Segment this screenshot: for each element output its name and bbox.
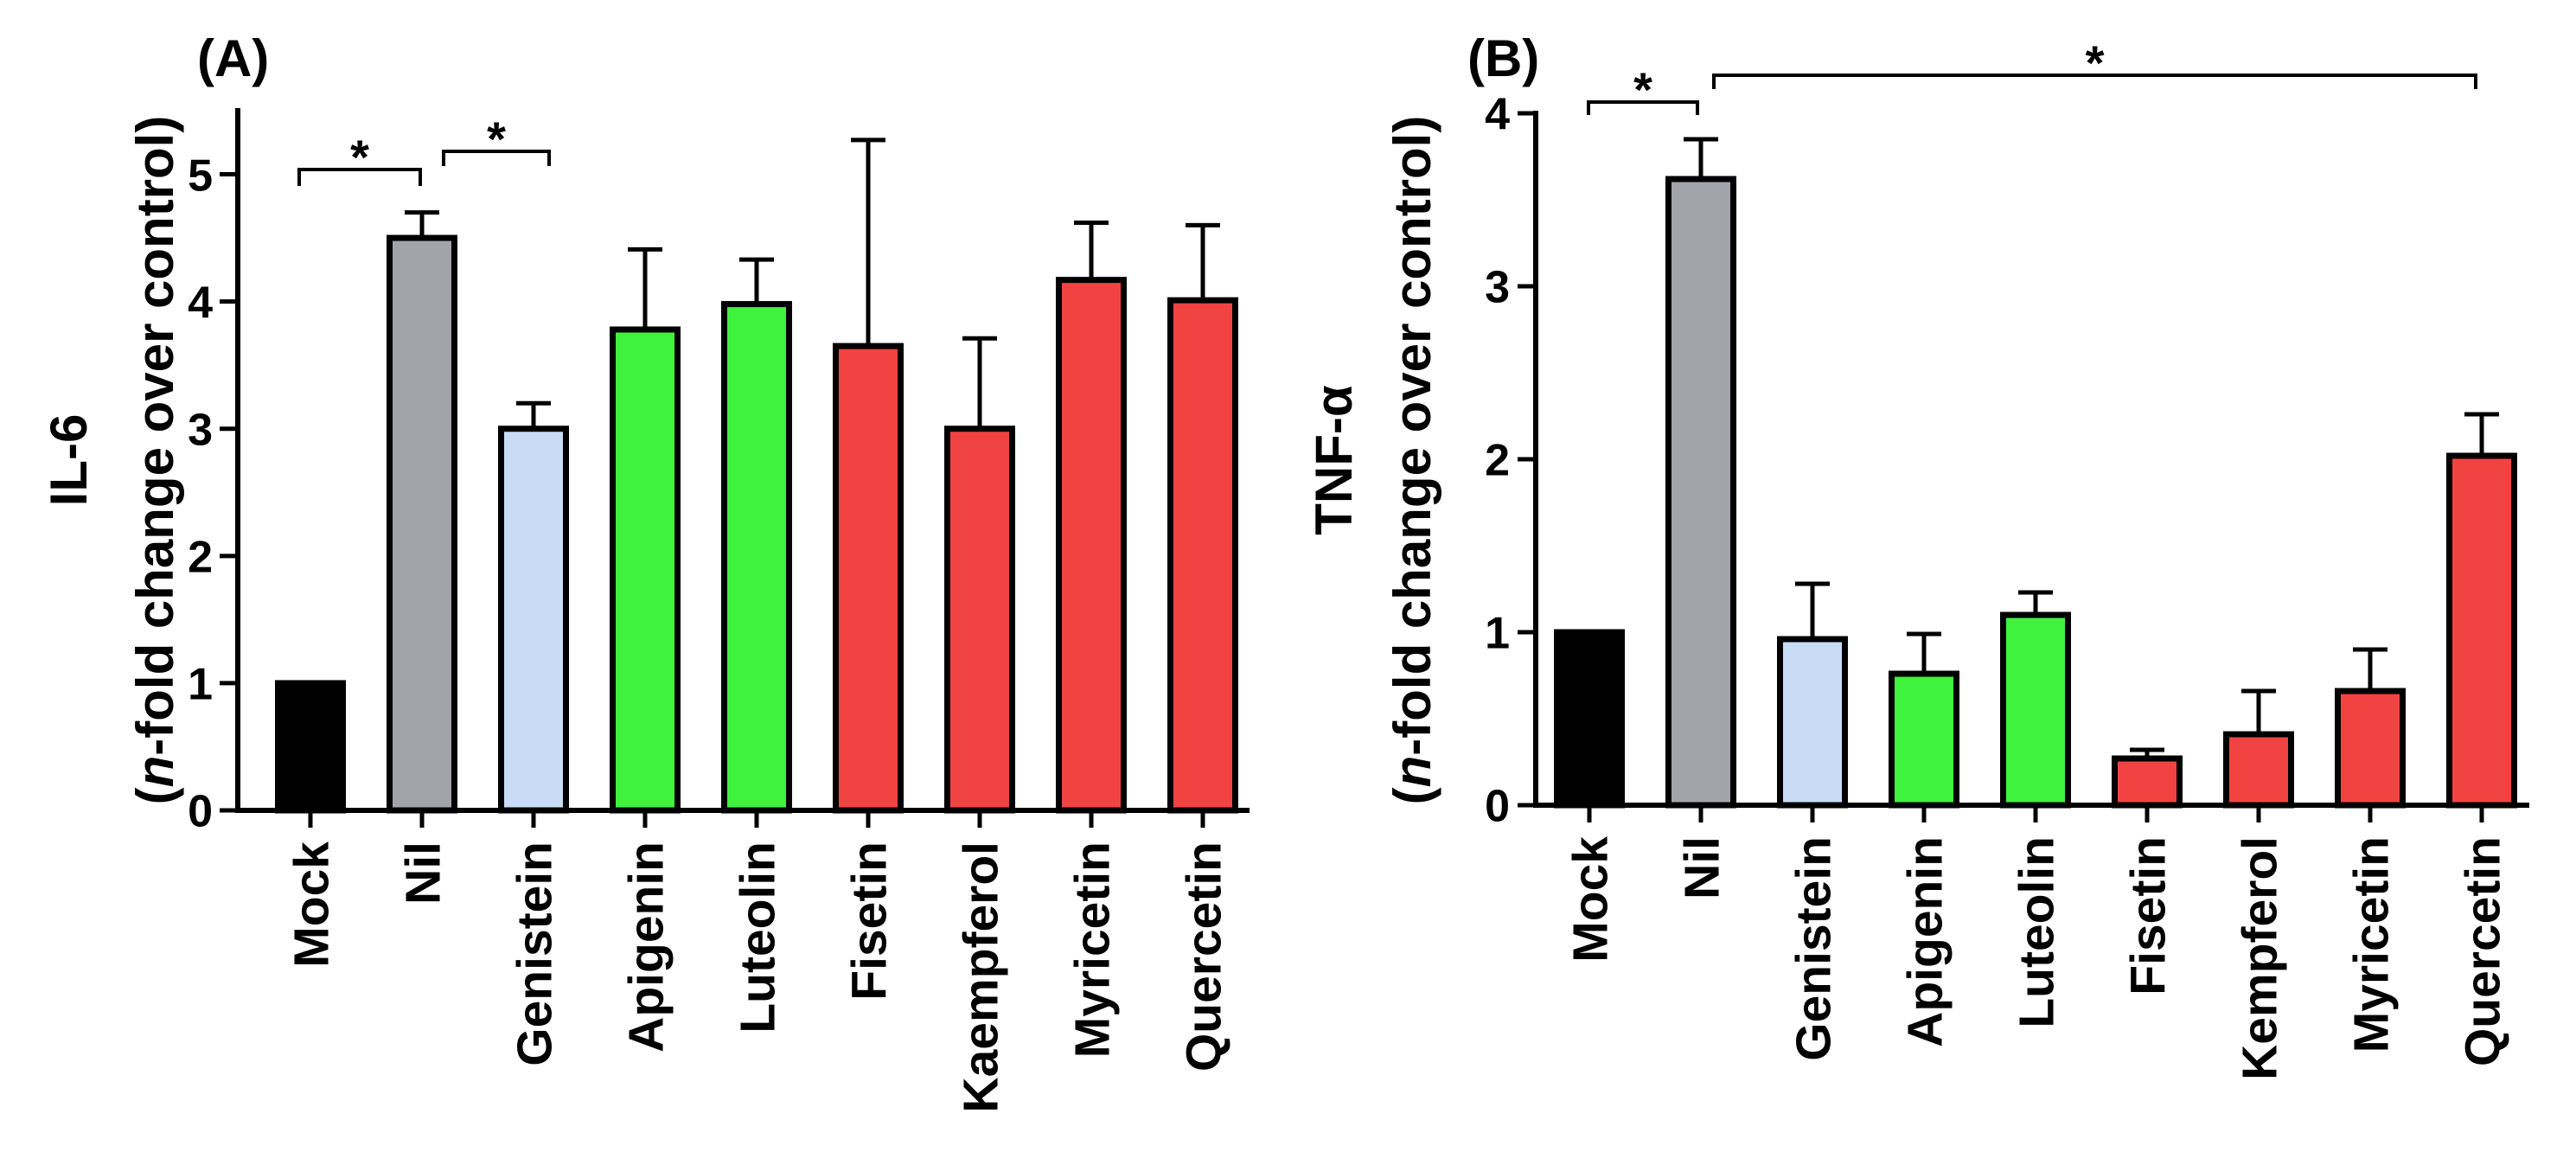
panel-a-y-tick-label-0: 0 [188,787,213,837]
panel-a-x-tick-label-luteolin: Luteolin [731,842,786,1034]
panel-b-y-tick-label-2: 2 [1485,436,1510,486]
panel-b-x-tick-label-luteolin: Luteolin [2010,836,2065,1028]
y-axis-title-text: -fold change over control) [1384,116,1441,756]
y-axis-title-italic-n: n [1384,756,1441,788]
panel-b-bar-nil [1665,176,1736,809]
panel-b-significance-star-1: * [2086,35,2105,90]
panel-a-error-bar-fisetin [851,138,885,347]
panel-b-bar-luteolin [2000,611,2071,809]
panel-b-error-bar-quercetin [2464,412,2499,456]
panel-b-bar-kempferol [2223,731,2294,809]
panel-b-bar-genistein [1777,636,1848,809]
panel-b-y-tick-label-3: 3 [1485,263,1510,313]
panel-a: (A) 0 1 2 3 4 5 Mock Nil Genistein Apigenin Luteoli… [40,29,1250,1113]
panel-a-bar-mock [275,680,346,814]
panel-a-bar-nil [387,234,457,814]
panel-a-bar-myricetin [1056,277,1127,814]
panel-a-y-ticks: 0 1 2 3 4 5 [188,150,238,837]
panel-b-error-bar-fisetin [2130,747,2164,758]
panel-a-error-bar-genistein [516,400,551,429]
panel-b-bar-apigenin [1889,670,1959,809]
panel-b-y-ticks: 0 1 2 3 4 [1485,90,1536,832]
panel-b-error-bar-genistein [1795,581,1830,639]
panel-a-x-tick-label-myricetin: Myricetin [1065,842,1121,1058]
panel-a-x-tick-label-apigenin: Apigenin [619,842,674,1053]
panel-b-bar-myricetin [2335,688,2406,809]
panel-b-bar-mock [1554,629,1625,809]
panel-b-x-tick-label-mock: Mock [1563,836,1619,963]
panel-a-x-tick-label-fisetin: Fisetin [842,842,898,1001]
panel-a-y-axis-title-line2: (n-fold change over control) [126,116,184,805]
panel-b-x-tick-label-fisetin: Fisetin [2121,836,2176,995]
y-axis-title-text: -fold change over control) [126,116,184,756]
panel-a-bar-apigenin [610,326,681,814]
panel-b-error-bar-myricetin [2353,647,2387,691]
panel-a-error-bar-quercetin [1186,222,1220,301]
panel-b-label: (B) [1467,29,1539,87]
panel-b: (B) 0 1 2 3 4 Mock Nil Genistein Apigenin Luteolin… [1305,29,2529,1080]
panel-a-error-bar-apigenin [628,246,662,330]
panel-a-bar-quercetin [1167,297,1238,814]
panel-a-error-bar-kaempferol [962,336,997,429]
panel-b-x-tick-label-genistein: Genistein [1787,836,1842,1061]
panel-a-y-tick-label-3: 3 [188,405,213,455]
y-axis-title-text: ( [1384,787,1441,804]
panel-b-y-tick-label-1: 1 [1485,609,1510,659]
panel-a-x-tick-label-nil: Nil [396,842,451,905]
panel-b-error-bar-apigenin [1907,631,1941,674]
panel-b-x-tick-label-kempferol: Kempferol [2233,836,2288,1080]
panel-a-bar-kaempferol [944,426,1015,814]
panel-a-x-tick-label-kaempferol: Kaempferol [954,842,1009,1113]
panel-a-x-ticks: Mock Nil Genistein Apigenin Luteolin Fisetin K… [284,810,1232,1113]
panel-a-bar-genistein [498,426,569,814]
panel-b-error-bars [1684,137,2499,758]
panel-a-error-bar-nil [405,210,439,239]
panel-b-error-bar-nil [1684,137,1718,179]
panel-b-x-tick-label-apigenin: Apigenin [1898,836,1953,1047]
panel-a-significance-star-1: * [487,112,506,166]
panel-b-x-tick-label-myricetin: Myricetin [2344,836,2400,1053]
panel-a-x-tick-label-quercetin: Quercetin [1177,842,1232,1072]
panel-b-bar-fisetin [2112,755,2183,809]
panel-a-significance: * * [297,112,551,186]
panel-b-x-tick-label-nil: Nil [1675,836,1730,899]
panel-a-error-bar-luteolin [739,257,774,304]
panel-b-y-axis-title-line1: TNF-α [1305,385,1363,535]
panel-a-error-bar-myricetin [1074,220,1109,280]
panel-a-y-tick-label-5: 5 [188,150,213,201]
panel-b-error-bar-kempferol [2241,688,2276,734]
panel-a-bar-luteolin [721,301,792,814]
panel-a-x-tick-label-genistein: Genistein [508,842,563,1066]
y-axis-title-italic-n: n [126,756,184,788]
panel-a-bar-fisetin [833,342,904,814]
panel-b-significance: * * [1587,35,2477,117]
panel-a-label: (A) [197,29,269,87]
panel-a-y-tick-label-4: 4 [188,278,213,328]
y-axis-title-text: ( [126,787,184,804]
panel-b-y-axis-title-line2: (n-fold change over control) [1384,116,1441,805]
panel-b-bar-quercetin [2446,452,2517,809]
panel-a-significance-bracket-1 [442,150,551,166]
panel-b-error-bar-luteolin [2018,590,2053,615]
panel-a-y-axis-title-line1: IL-6 [40,414,98,507]
panel-a-significance-star-0: * [350,130,369,184]
panel-a-bars [275,234,1238,814]
panel-b-x-ticks: Mock Nil Genistein Apigenin Luteolin Fisetin K… [1563,805,2511,1080]
panel-a-y-tick-label-2: 2 [188,533,213,583]
panel-a-y-tick-label-1: 1 [188,660,213,710]
panel-a-error-bars [405,138,1220,429]
panel-b-significance-star-0: * [1633,62,1652,117]
panel-b-y-tick-label-0: 0 [1485,782,1510,832]
panel-a-significance-bracket-0 [297,168,422,186]
panel-b-significance-bracket-1 [1712,74,2477,89]
panel-b-significance-bracket-0 [1587,100,1699,115]
panel-a-x-tick-label-mock: Mock [284,842,340,968]
panel-b-x-tick-label-quercetin: Quercetin [2456,836,2511,1066]
panel-b-y-tick-label-4: 4 [1485,90,1510,140]
